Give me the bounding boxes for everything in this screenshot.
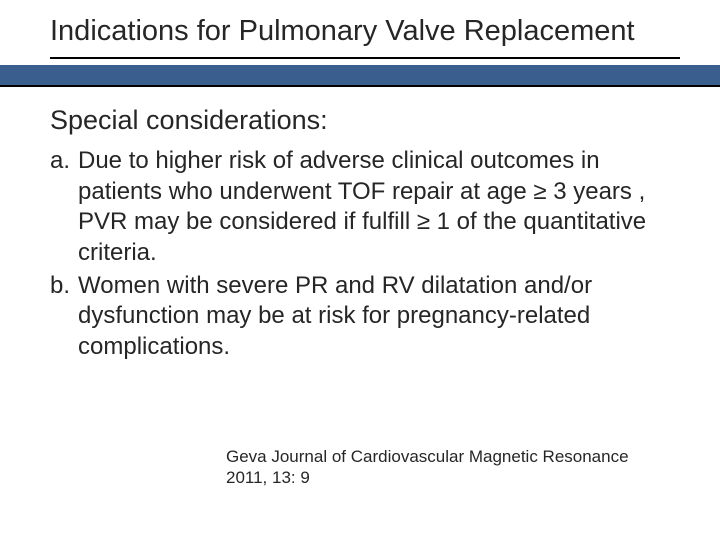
title-block: Indications for Pulmonary Valve Replacem… <box>0 0 720 53</box>
subheading: Special considerations: <box>50 105 670 136</box>
considerations-list: a. Due to higher risk of adverse clinica… <box>50 146 670 363</box>
list-marker: b. <box>50 271 78 363</box>
slide-title: Indications for Pulmonary Valve Replacem… <box>50 14 680 49</box>
list-item: b. Women with severe PR and RV dilatatio… <box>50 271 670 363</box>
list-item: a. Due to higher risk of adverse clinica… <box>50 146 670 269</box>
accent-band <box>0 65 720 87</box>
list-marker: a. <box>50 146 78 269</box>
list-text: Due to higher risk of adverse clinical o… <box>78 146 670 269</box>
title-underline <box>50 57 680 59</box>
content-area: Special considerations: a. Due to higher… <box>0 87 720 363</box>
list-text: Women with severe PR and RV dilatation a… <box>78 271 670 363</box>
citation: Geva Journal of Cardiovascular Magnetic … <box>226 446 660 489</box>
slide: Indications for Pulmonary Valve Replacem… <box>0 0 720 540</box>
